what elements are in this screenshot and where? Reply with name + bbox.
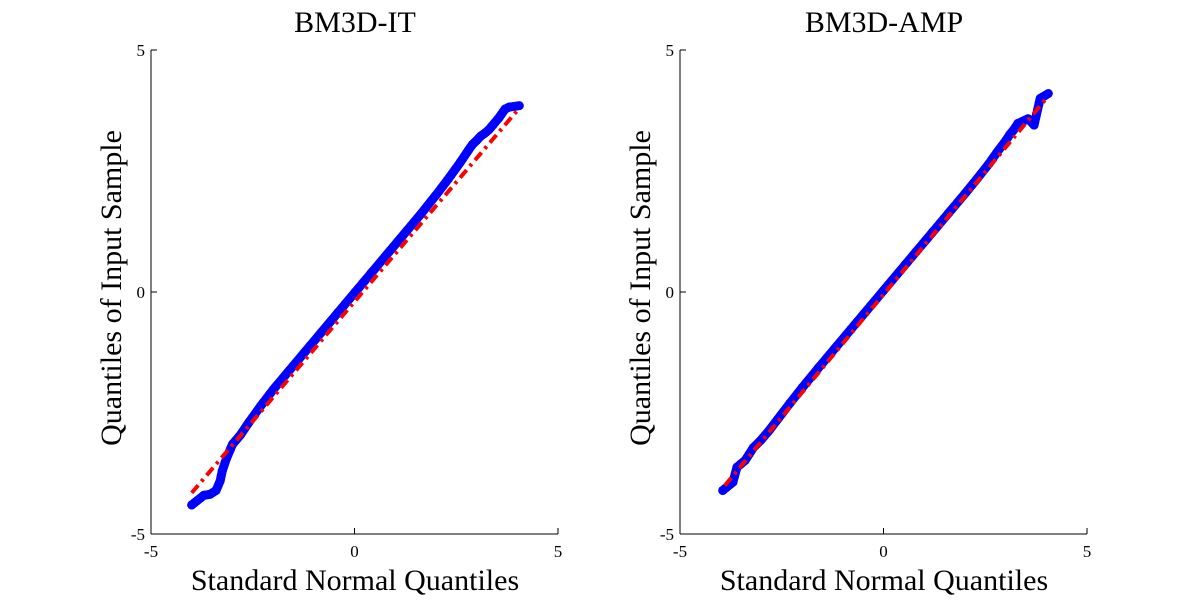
qq-point bbox=[504, 102, 514, 112]
qq-point bbox=[350, 288, 359, 298]
qq-point bbox=[1029, 120, 1039, 130]
y-axis-label: Quantiles of Input Sample bbox=[624, 130, 657, 446]
qq-point bbox=[187, 500, 197, 510]
y-tick-label: 0 bbox=[666, 283, 675, 302]
y-tick-label: 0 bbox=[137, 283, 146, 302]
qq-point bbox=[211, 485, 221, 495]
y-axis-label: Quantiles of Input Sample bbox=[95, 130, 128, 446]
qq-point bbox=[256, 401, 266, 411]
qq-point bbox=[217, 466, 227, 476]
qq-point bbox=[813, 363, 823, 373]
qq-point bbox=[443, 174, 453, 184]
qq-point bbox=[415, 211, 425, 221]
x-tick-label: 0 bbox=[879, 542, 888, 561]
qq-point bbox=[431, 190, 441, 200]
qq-point bbox=[215, 476, 225, 486]
plot-area bbox=[718, 89, 1053, 495]
qq-point bbox=[1043, 89, 1053, 99]
qq-point bbox=[284, 365, 294, 375]
qq-panel-bm3d-amp: BM3D-AMP -5 0 5 5 0 -5 Standard Normal Q… bbox=[624, 6, 1091, 597]
plot-area bbox=[187, 101, 524, 510]
y-tick-label: 5 bbox=[666, 41, 675, 60]
qq-panel-bm3d-it: BM3D-IT -5 0 5 5 0 -5 Standard Normal Qu… bbox=[95, 6, 562, 597]
y-tick-label: -5 bbox=[660, 525, 674, 544]
qq-point bbox=[317, 327, 327, 337]
qq-point bbox=[488, 120, 498, 130]
qq-point bbox=[333, 307, 343, 317]
panel-title: BM3D-AMP bbox=[805, 6, 963, 39]
qq-point bbox=[785, 398, 795, 408]
qq-point bbox=[382, 249, 392, 259]
qq-reference-line bbox=[723, 97, 1048, 487]
x-axis-label: Standard Normal Quantiles bbox=[720, 564, 1048, 597]
x-axis-label: Standard Normal Quantiles bbox=[191, 564, 519, 597]
y-tick-label: -5 bbox=[131, 525, 145, 544]
x-tick-label: -5 bbox=[144, 542, 158, 561]
qq-point bbox=[398, 230, 408, 240]
x-tick-label: 0 bbox=[350, 542, 359, 561]
qq-reference-line bbox=[190, 106, 521, 495]
x-tick-label: 5 bbox=[554, 542, 563, 561]
qq-point bbox=[494, 113, 504, 123]
y-tick-label: 5 bbox=[137, 41, 146, 60]
panel-title: BM3D-IT bbox=[294, 6, 416, 39]
qq-point bbox=[301, 346, 311, 356]
qq-point bbox=[718, 485, 728, 495]
qq-point bbox=[455, 157, 465, 167]
qq-point bbox=[830, 344, 840, 354]
qq-point bbox=[879, 286, 888, 296]
qq-point bbox=[862, 305, 872, 315]
qq-point bbox=[514, 101, 524, 111]
qq-point bbox=[366, 269, 376, 279]
x-tick-label: 5 bbox=[1083, 542, 1092, 561]
x-tick-label: -5 bbox=[673, 542, 687, 561]
